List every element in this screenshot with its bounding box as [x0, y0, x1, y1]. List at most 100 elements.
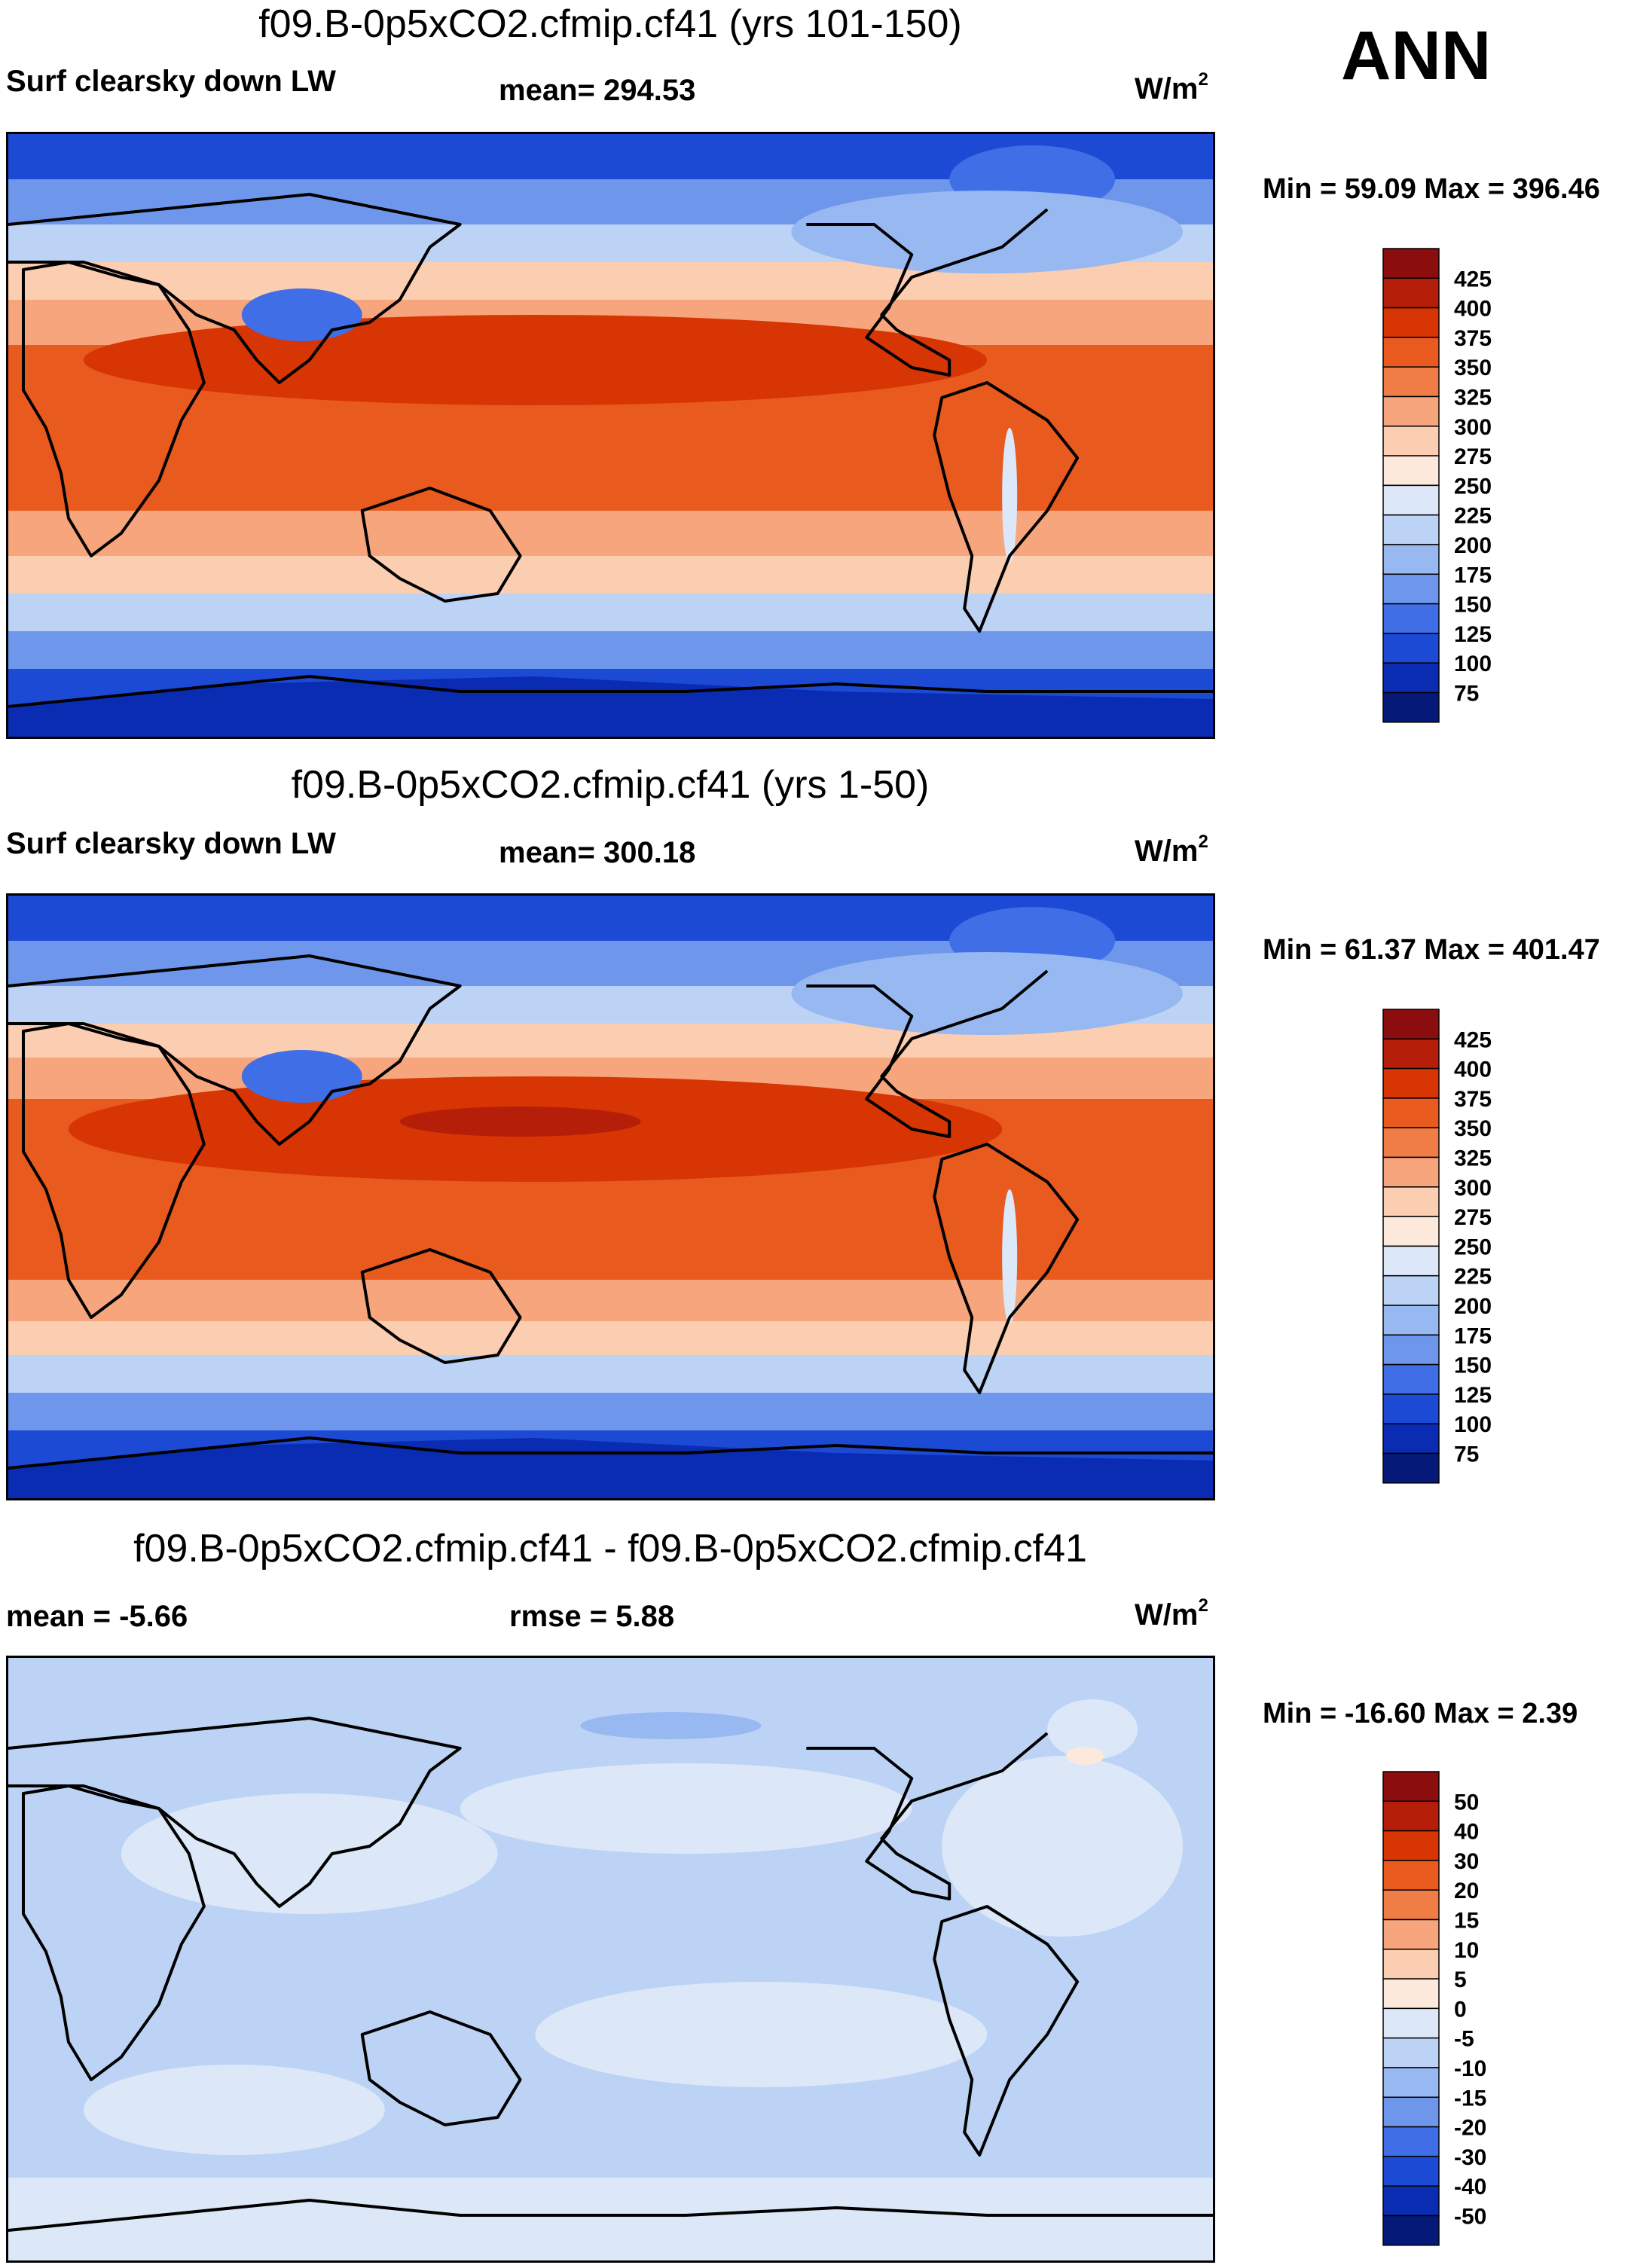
- panel-1-colorbar-box: [1382, 307, 1440, 338]
- panel-2-colorbar-tick-label: 350: [1454, 1116, 1492, 1141]
- panel-3-colorbar-box: [1382, 1949, 1440, 1980]
- panel-1-minmax: Min = 59.09 Max = 396.46: [1263, 173, 1600, 205]
- panel-1-colorbar-box: [1382, 277, 1440, 309]
- panel-3-colorbar-tick-label: -5: [1454, 2027, 1474, 2052]
- panel-2-coast-n-america: [806, 969, 1049, 1138]
- panel-3-colorbar-tick-label: -30: [1454, 2145, 1486, 2170]
- panel-1-coast-australia: [360, 487, 522, 603]
- panel-1-colorbar-tick-label: 200: [1454, 533, 1492, 558]
- panel-1-colorbar-ticks: 425 400 375 350 325 300 275 250 225 200 175 150 125 1…: [1454, 267, 1492, 706]
- panel-1-coast-africa: [21, 261, 206, 557]
- panel-3-colorbar-tick-label: -40: [1454, 2175, 1486, 2199]
- panel-2-colorbar-tick-label: 425: [1454, 1027, 1492, 1052]
- season-label: ANN: [1341, 17, 1492, 94]
- panel-1-colorbar-tick-label: 325: [1454, 386, 1492, 411]
- panel-3-colorbar-tick-label: 0: [1454, 1997, 1467, 2022]
- panel-1-colorbar-tick-label: 350: [1454, 356, 1492, 380]
- panel-1-coast-eurasia: [8, 193, 462, 384]
- panel-2-colorbar-tick-label: 100: [1454, 1412, 1492, 1437]
- panel-2-colorbar-tick-label: 150: [1454, 1354, 1492, 1378]
- panel-3-colorbar-box: [1382, 1918, 1440, 1950]
- panel-2-colorbar-tick-label: 175: [1454, 1323, 1492, 1348]
- panel-2-colorbar-box: [1382, 1067, 1440, 1099]
- panel-3-colorbar-box: [1382, 2185, 1440, 2217]
- panel-2-colorbar-tick-label: 300: [1454, 1176, 1492, 1201]
- panel-2-colorbar-tick-label: 275: [1454, 1205, 1492, 1230]
- panel-2-variable-label: Surf clearsky down LW: [6, 827, 336, 860]
- panel-2-colorbar-tick-label: 375: [1454, 1087, 1492, 1112]
- panel-3-units: W/m2: [1135, 1595, 1208, 1632]
- panel-2-colorbar-ticks: 425 400 375 350 325 300 275 250 225 200 175 150 125 1…: [1454, 1027, 1492, 1467]
- panel-3-mean-label: mean = -5.66: [6, 1600, 188, 1633]
- panel-2-colorbar-tick-label: 200: [1454, 1294, 1492, 1319]
- panel-3-map: [6, 1656, 1215, 2263]
- panel-1-variable-label: Surf clearsky down LW: [6, 65, 336, 98]
- panel-3-colorbar-boxes: [1382, 1771, 1440, 2246]
- panel-3-colorbar-tick-label: -15: [1454, 2086, 1486, 2111]
- panel-2-mean-label: mean= 300.18: [499, 836, 696, 869]
- panel-1-colorbar-tick-label: 425: [1454, 267, 1492, 292]
- panel-3-coast-africa: [21, 1784, 206, 2081]
- panel-3-coast-s-america: [933, 1905, 1080, 2157]
- panel-3-colorbar-tick-label: 20: [1454, 1879, 1479, 1903]
- panel-2-colorbar-box: [1382, 1127, 1440, 1158]
- panel-1-colorbar-tick-label: 75: [1454, 682, 1479, 707]
- panel-1-colorbar-box: [1382, 633, 1440, 664]
- panel-2-coast-australia: [360, 1248, 522, 1364]
- panel-3-colorbar-box: [1382, 1860, 1440, 1891]
- panel-3-colorbar-box: [1382, 2126, 1440, 2157]
- panel-2-coast-africa: [21, 1022, 206, 1319]
- panel-3-colorbar-box: [1382, 1830, 1440, 1861]
- panel-2-minmax: Min = 61.37 Max = 401.47: [1263, 934, 1600, 966]
- panel-2-colorbar-box: [1382, 1274, 1440, 1306]
- panel-3-colorbar-tick-label: 10: [1454, 1938, 1479, 1963]
- panel-1-colorbar-tick-label: 375: [1454, 326, 1492, 351]
- panel-3-colorbar-box: [1382, 1978, 1440, 2010]
- panel-1-colorbar-box: [1382, 426, 1440, 456]
- panel-3-coast-antarctica: [8, 2199, 1213, 2232]
- panel-2-colorbar-box: [1382, 1305, 1440, 1336]
- panel-3-colorbar-box: [1382, 1889, 1440, 1921]
- panel-2-colorbar-box: [1382, 1009, 1440, 1040]
- panel-2-coast-antarctica: [8, 1436, 1213, 1470]
- panel-2-colorbar-tick-label: 125: [1454, 1383, 1492, 1408]
- panel-2-colorbar-box: [1382, 1245, 1440, 1277]
- panel-1-colorbar-box: [1382, 484, 1440, 516]
- panel-3-colorbar-box: [1382, 2215, 1440, 2246]
- panel-1-map: [6, 132, 1215, 739]
- panel-2-colorbar-box: [1382, 1452, 1440, 1484]
- panel-3-colorbar-box: [1382, 1800, 1440, 1832]
- panel-2-title: f09.B-0p5xCO2.cfmip.cf41 (yrs 1-50): [291, 763, 930, 807]
- panel-2-coast-eurasia: [8, 954, 462, 1146]
- panel-2-colorbar-tick-label: 225: [1454, 1265, 1492, 1290]
- panel-3-rmse-label: rmse = 5.88: [509, 1600, 675, 1633]
- panel-1-colorbar-tick-label: 300: [1454, 415, 1492, 440]
- panel-3-colorbar-tick-label: -10: [1454, 2056, 1486, 2081]
- panel-1-coast-s-america: [933, 381, 1080, 633]
- panel-3-colorbar-box: [1382, 2007, 1440, 2039]
- panel-3-colorbar-tick-label: 5: [1454, 1967, 1467, 1992]
- panel-2-colorbar: 425 400 375 350 325 300 275 250 225 200 175 150 125 1…: [1382, 1009, 1492, 1484]
- panel-2-colorbar-tick-label: 400: [1454, 1058, 1492, 1082]
- panel-1-coast-antarctica: [8, 675, 1213, 708]
- panel-1-colorbar-boxes: [1382, 248, 1440, 723]
- panel-1-colorbar-box: [1382, 455, 1440, 487]
- panel-1-colorbar-tick-label: 100: [1454, 652, 1492, 676]
- panel-1-colorbar-tick-label: 400: [1454, 297, 1492, 322]
- panel-3-colorbar-box: [1382, 2156, 1440, 2187]
- panel-2-colorbar-box: [1382, 1186, 1440, 1217]
- panel-2-colorbar-box: [1382, 1423, 1440, 1455]
- panel-3-colorbar-tick-label: 40: [1454, 1820, 1479, 1845]
- panel-1-colorbar-tick-label: 225: [1454, 504, 1492, 529]
- panel-1-colorbar-box: [1382, 248, 1440, 279]
- panel-2-colorbar-tick-label: 75: [1454, 1442, 1479, 1467]
- panel-2-colorbar-box: [1382, 1038, 1440, 1070]
- panel-1-colorbar: 425 400 375 350 325 300 275 250 225 200 175 150 125 1…: [1382, 248, 1492, 723]
- panel-1-colorbar-box: [1382, 691, 1440, 723]
- panel-2-map: [6, 893, 1215, 1500]
- panel-3-colorbar-box: [1382, 2037, 1440, 2068]
- panel-2-colorbar-box: [1382, 1334, 1440, 1366]
- panel-1-colorbar-box: [1382, 544, 1440, 575]
- panel-3-colorbar-tick-label: -50: [1454, 2205, 1486, 2230]
